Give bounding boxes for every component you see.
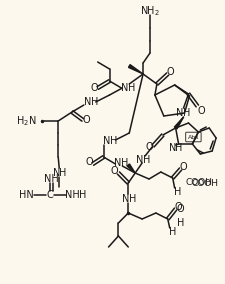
- Text: H: H: [110, 136, 117, 146]
- Text: COOH: COOH: [186, 178, 213, 187]
- Text: H: H: [175, 143, 182, 153]
- Text: C: C: [47, 190, 54, 200]
- Text: O: O: [82, 115, 90, 125]
- Polygon shape: [174, 117, 184, 129]
- Text: HN: HN: [19, 190, 34, 200]
- Text: N: N: [84, 97, 92, 107]
- Text: NH: NH: [65, 190, 79, 200]
- Polygon shape: [128, 65, 143, 74]
- Text: N: N: [122, 194, 129, 204]
- Text: N: N: [114, 158, 121, 168]
- Text: O: O: [145, 142, 153, 152]
- Text: O: O: [177, 204, 184, 214]
- Text: O: O: [198, 106, 205, 116]
- Text: COOH: COOH: [191, 179, 218, 187]
- Text: O: O: [111, 166, 118, 176]
- Text: H: H: [177, 218, 184, 228]
- Text: N: N: [121, 83, 128, 93]
- Polygon shape: [127, 164, 135, 173]
- Text: O: O: [91, 83, 99, 93]
- Text: Abs: Abs: [188, 135, 199, 139]
- Text: N: N: [103, 136, 110, 146]
- Text: O: O: [175, 202, 182, 212]
- Text: NH$_2$: NH$_2$: [140, 4, 160, 18]
- Text: N: N: [136, 155, 144, 165]
- Text: H: H: [121, 158, 128, 168]
- Text: H: H: [174, 187, 181, 197]
- Text: O: O: [86, 157, 94, 167]
- Text: H: H: [91, 97, 98, 107]
- Text: H$_2$N: H$_2$N: [16, 114, 36, 128]
- Text: H: H: [59, 168, 67, 178]
- Text: N: N: [176, 108, 183, 118]
- Text: H: H: [128, 194, 136, 204]
- Text: H: H: [128, 83, 135, 93]
- Text: H: H: [183, 108, 190, 118]
- Text: NH: NH: [44, 174, 59, 184]
- Text: O: O: [180, 162, 187, 172]
- Text: O: O: [167, 67, 175, 77]
- Text: H: H: [143, 155, 151, 165]
- Text: H: H: [79, 190, 86, 200]
- Text: H: H: [169, 227, 176, 237]
- Text: N: N: [53, 168, 60, 178]
- Text: N: N: [169, 143, 176, 153]
